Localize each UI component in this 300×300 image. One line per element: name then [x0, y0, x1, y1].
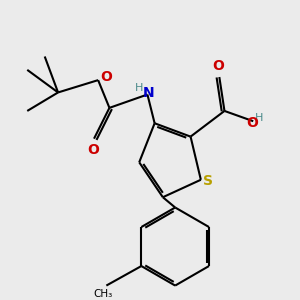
- Text: N: N: [143, 86, 155, 100]
- Text: O: O: [100, 70, 112, 84]
- Text: H: H: [135, 83, 143, 93]
- Text: S: S: [202, 174, 213, 188]
- Text: O: O: [88, 143, 99, 157]
- Text: O: O: [247, 116, 259, 130]
- Text: H: H: [255, 112, 263, 122]
- Text: O: O: [212, 59, 224, 73]
- Text: CH₃: CH₃: [94, 289, 113, 299]
